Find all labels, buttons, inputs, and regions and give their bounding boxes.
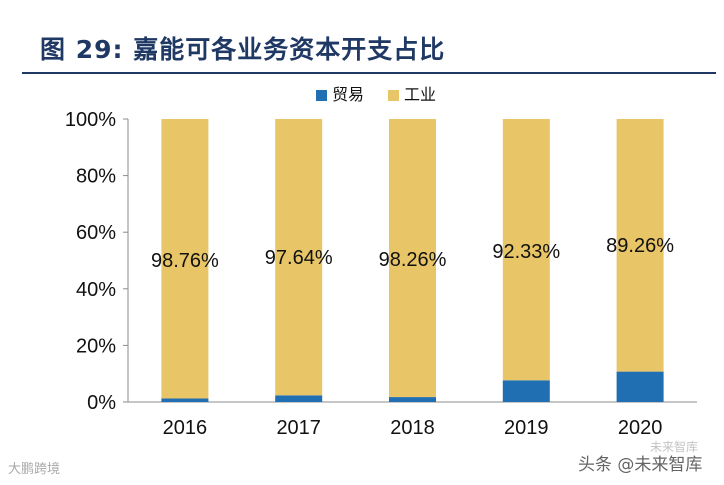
data-label: 97.64% (265, 247, 333, 269)
bar-2016 (161, 398, 209, 402)
bars (161, 119, 664, 402)
y-tick-label: 80% (76, 166, 116, 188)
data-label: 89.26% (606, 235, 674, 257)
watermark-right: 头条 @未来智库 (578, 455, 703, 475)
data-label: 98.76% (151, 250, 219, 272)
x-tick-label: 2020 (618, 417, 663, 439)
data-label: 98.26% (379, 249, 447, 271)
y-tick-label: 0% (87, 392, 116, 414)
legend-swatch (316, 90, 327, 101)
watermark-faded: 未来智库 (650, 440, 699, 454)
x-tick-label: 2016 (163, 417, 208, 439)
data-label: 92.33% (492, 241, 560, 263)
bar-2020 (616, 371, 664, 402)
y-tick-label: 40% (76, 279, 116, 301)
x-tick-label: 2017 (276, 417, 321, 439)
chart-title: 图 29: 嘉能可各业务资本开支占比 (40, 35, 446, 64)
bar-2018 (389, 119, 436, 398)
bar-2020 (616, 119, 664, 372)
y-tick-label: 60% (76, 222, 116, 244)
bar-2018 (389, 397, 436, 402)
legend-swatch (388, 90, 399, 101)
bar-2017 (275, 119, 323, 396)
title-divider (22, 72, 716, 74)
bar-2019 (502, 119, 550, 381)
bar-2019 (502, 380, 550, 402)
x-tick-label: 2018 (390, 417, 435, 439)
axes: 0% 20% 40% 60% 80% 100% 2016 2017 2018 2019 2020 (65, 109, 697, 439)
legend-label: 工业 (404, 85, 436, 104)
watermark-left: 大鹏跨境 (8, 462, 61, 477)
x-tick-label: 2019 (504, 417, 549, 439)
y-tick-label: 100% (65, 109, 116, 131)
legend-label: 贸易 (332, 85, 364, 104)
bar-2017 (275, 395, 323, 402)
legend: 贸易 工业 (316, 85, 436, 104)
bar-2016 (161, 119, 209, 399)
y-tick-label: 20% (76, 335, 116, 357)
data-labels: 98.76% 97.64% 98.26% 92.33% 89.26% (151, 235, 674, 272)
